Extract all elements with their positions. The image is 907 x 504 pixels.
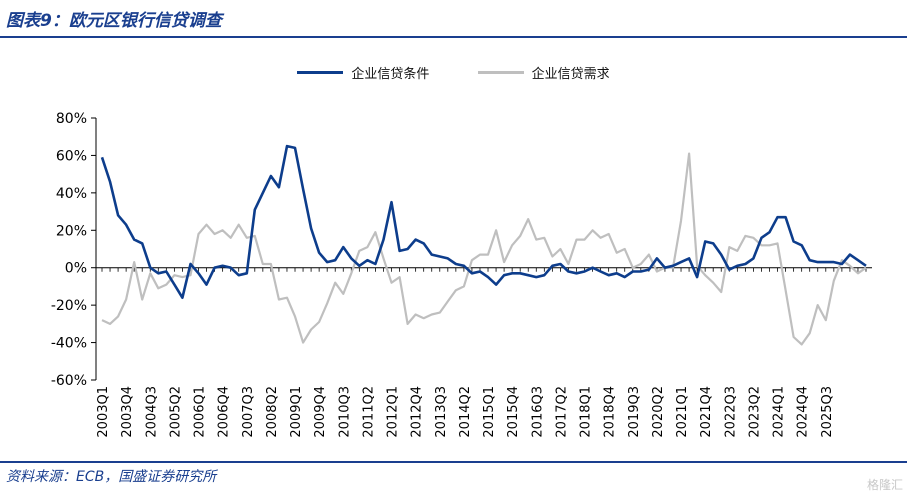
y-tick-label: 40% [56, 186, 87, 202]
x-tick-label: 2005Q2 [168, 386, 183, 438]
x-tick-label: 2003Q1 [96, 386, 111, 438]
y-tick-label: -40% [51, 336, 87, 352]
y-tick-label: 20% [56, 223, 87, 239]
title-divider [0, 36, 907, 38]
legend-swatch-conditions [297, 71, 344, 74]
y-tick-label: 60% [56, 148, 87, 164]
legend-label-demand: 企业信贷需求 [531, 67, 610, 82]
x-tick-label: 2014Q2 [458, 386, 473, 438]
y-tick-label: 80% [56, 111, 87, 127]
x-tick-label: 2024Q1 [772, 386, 787, 438]
chart-legend: 企业信贷条件 企业信贷需求 [0, 63, 907, 82]
x-tick-label: 2016Q3 [530, 386, 545, 438]
x-tick-label: 2012Q1 [386, 386, 401, 438]
x-tick-label: 2021Q4 [699, 386, 714, 438]
x-tick-label: 2024Q4 [796, 386, 811, 438]
source-note: 资料来源：ECB，国盛证券研究所 [6, 469, 217, 485]
x-tick-label: 2004Q3 [144, 386, 159, 438]
x-tick-label: 2008Q2 [265, 386, 280, 438]
x-tick-label: 2009Q1 [289, 386, 304, 438]
x-tick-label: 2019Q3 [627, 386, 642, 438]
x-tick-label: 2012Q4 [410, 386, 425, 438]
x-tick-label: 2006Q1 [193, 386, 208, 438]
legend-item-conditions: 企业信贷条件 [297, 63, 429, 82]
chart-title: 图表9：欧元区银行信贷调查 [6, 11, 222, 31]
x-tick-label: 2018Q4 [603, 386, 618, 438]
series-line-credit-demand [101, 152, 867, 346]
legend-item-demand: 企业信贷需求 [477, 63, 610, 82]
x-tick-label: 2015Q4 [506, 386, 521, 438]
x-tick-label: 2013Q3 [434, 386, 449, 438]
x-tick-label: 2009Q4 [313, 386, 328, 438]
y-tick-label: -60% [51, 373, 87, 389]
watermark-text: 格隆汇 [866, 478, 903, 492]
x-tick-label: 2018Q1 [579, 386, 594, 438]
line-chart: -60% -40% -20% 0% 20% 40% 60% 80% 2003Q1 2003Q4 20… [51, 111, 872, 438]
x-tick-label: 2010Q3 [337, 386, 352, 438]
x-tick-label: 2015Q1 [482, 386, 497, 438]
x-tick-label: 2020Q2 [651, 386, 666, 438]
legend-label-conditions: 企业信贷条件 [351, 67, 430, 82]
y-tick-label: -20% [51, 298, 87, 314]
x-tick-label: 2023Q2 [747, 386, 762, 438]
series-line-credit-conditions [100, 144, 867, 300]
legend-swatch-demand [477, 71, 524, 74]
x-tick-label: 2007Q3 [241, 386, 256, 438]
y-tick-label: 0% [65, 261, 87, 277]
x-tick-label: 2003Q4 [120, 386, 135, 438]
x-tick-label: 2006Q4 [217, 386, 232, 438]
x-tick-label: 2022Q3 [723, 386, 738, 438]
x-tick-label: 2011Q2 [361, 386, 376, 438]
source-divider [0, 461, 907, 463]
x-tick-label: 2021Q1 [675, 386, 690, 438]
x-tick-label: 2025Q3 [820, 386, 835, 438]
x-tick-label: 2017Q2 [554, 386, 569, 438]
